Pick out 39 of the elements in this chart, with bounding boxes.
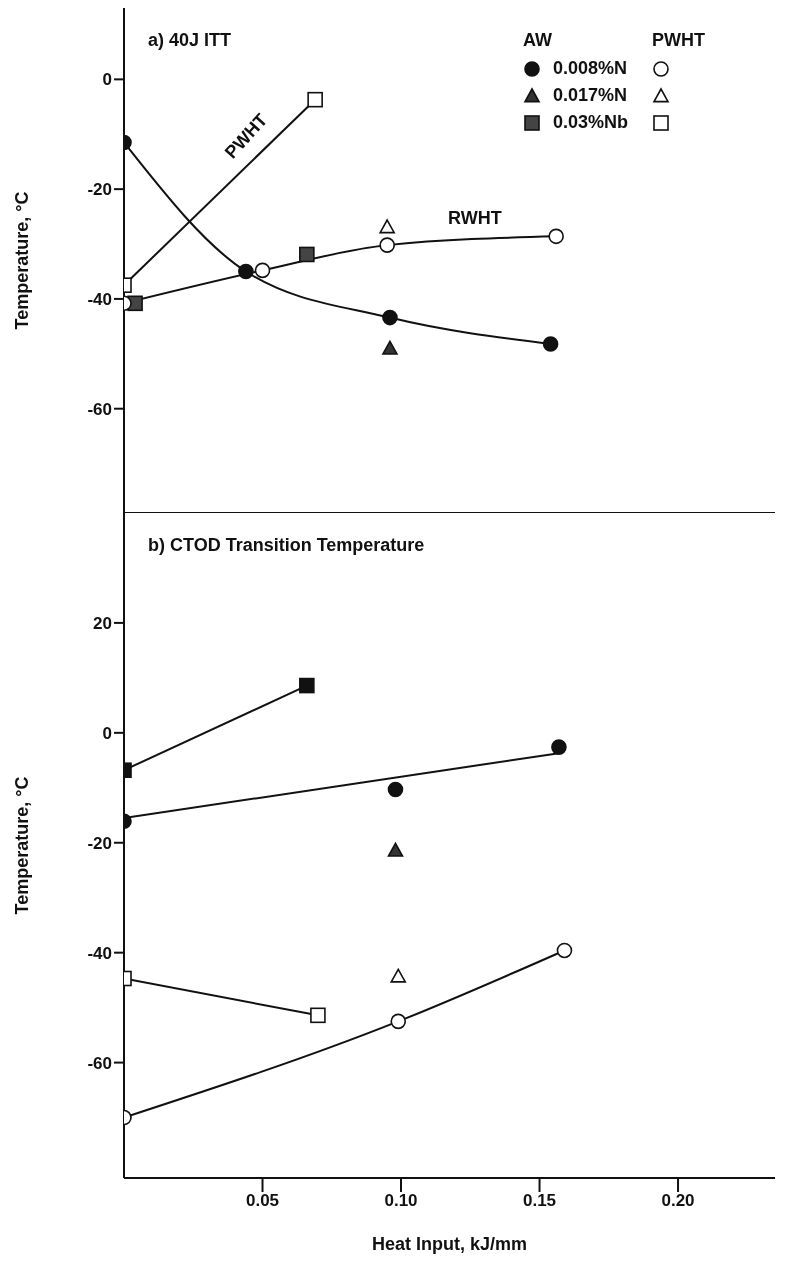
point (299, 246, 315, 263)
point (379, 237, 395, 253)
text: a) 40J ITT (148, 30, 232, 51)
y-tick-label: -20 (87, 180, 112, 200)
y-tick-label: 20 (93, 613, 112, 633)
point (254, 262, 271, 279)
y-tick-label: -40 (87, 943, 112, 963)
point (382, 309, 398, 326)
point (556, 942, 573, 959)
y-axis-title: Temperature, °C (12, 776, 33, 915)
text: b) CTOD Transition Temperature (148, 535, 425, 556)
annotation: AW (522, 30, 553, 52)
point (387, 781, 404, 798)
point (390, 1013, 407, 1030)
point (387, 842, 404, 857)
x-tick-label: 0.05 (245, 1191, 280, 1211)
point (379, 219, 395, 234)
point (548, 228, 564, 245)
legend-label: 0.017%N (552, 84, 628, 107)
y-tick-label: 0 (102, 723, 112, 743)
point (551, 739, 567, 755)
x-axis-title: Heat Input, kJ/mm (371, 1234, 528, 1254)
y-axis-title: Temperature, °C (12, 191, 33, 330)
annotation: PWHT (651, 30, 705, 52)
legend-label: 0.03%Nb (552, 111, 628, 134)
annotation: RWHT (448, 208, 502, 229)
point (542, 336, 559, 352)
point (238, 263, 254, 280)
y-tick-label: -40 (87, 289, 112, 309)
x-tick-label: 0.20 (661, 1191, 695, 1211)
legend-label: 0.008%N (552, 57, 628, 80)
x-tick-label: 0.15 (522, 1191, 557, 1211)
x-tick-label: 0.10 (384, 1191, 418, 1211)
y-tick-label: 0 (102, 70, 112, 90)
y-tick-label: -60 (87, 399, 112, 419)
point (382, 340, 398, 355)
y-tick-label: -60 (87, 1053, 112, 1073)
point (390, 968, 407, 983)
y-tick-label: -20 (87, 833, 112, 853)
